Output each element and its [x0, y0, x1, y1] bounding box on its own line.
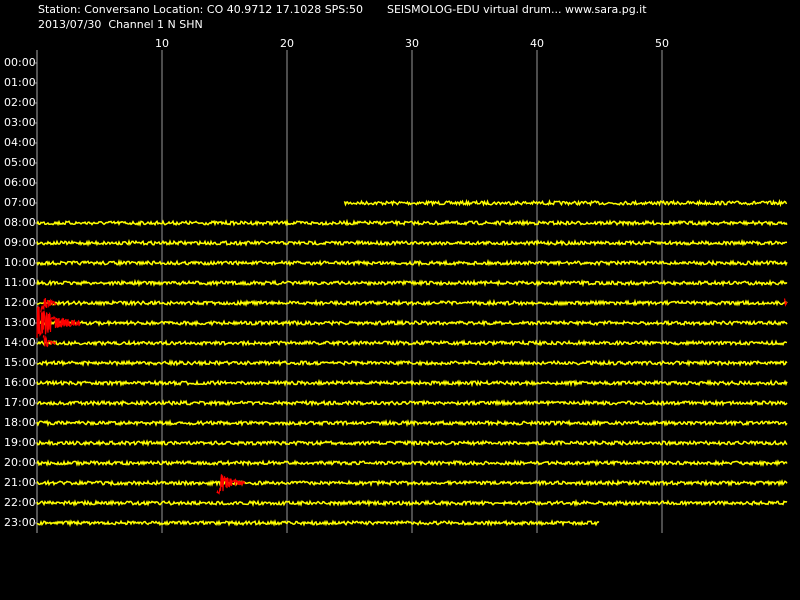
hour-label: 06:00: [4, 176, 36, 189]
hour-label: 14:00: [4, 336, 36, 349]
hour-label: 11:00: [4, 276, 36, 289]
trace: [36, 319, 788, 328]
trace: [36, 398, 788, 408]
hour-label: 10:00: [4, 256, 36, 269]
trace: [36, 378, 788, 388]
hour-label: 15:00: [4, 356, 36, 369]
hour-label: 12:00: [4, 296, 36, 309]
hour-label: 09:00: [4, 236, 36, 249]
event: [42, 335, 56, 348]
hour-label: 23:00: [4, 516, 36, 529]
hour-label: 02:00: [4, 96, 36, 109]
hour-label: 21:00: [4, 476, 36, 489]
trace: [36, 258, 788, 268]
minute-label: 10: [155, 37, 169, 50]
hour-label: 17:00: [4, 396, 36, 409]
hour-label: 00:00: [4, 56, 36, 69]
hour-label: 16:00: [4, 376, 36, 389]
hour-label: 19:00: [4, 436, 36, 449]
minute-label: 20: [280, 37, 294, 50]
hour-label: 05:00: [4, 156, 36, 169]
hour-label: 08:00: [4, 216, 36, 229]
trace: [36, 418, 788, 428]
trace: [36, 298, 788, 307]
date-channel: 2013/07/30 Channel 1 N SHN: [38, 18, 203, 31]
minute-label: 50: [655, 37, 669, 50]
station-info: Station: Conversano Location: CO 40.9712…: [38, 3, 363, 16]
hour-label: 13:00: [4, 316, 36, 329]
trace: [36, 218, 788, 227]
trace: [36, 479, 788, 488]
event: [36, 304, 81, 338]
hour-label: 22:00: [4, 496, 36, 509]
hour-label: 03:00: [4, 116, 36, 129]
trace: [36, 459, 788, 468]
hour-label: 07:00: [4, 196, 36, 209]
event: [783, 298, 788, 307]
hour-label: 04:00: [4, 136, 36, 149]
source-info: SEISMOLOG-EDU virtual drum... www.sara.p…: [387, 3, 647, 16]
trace: [343, 198, 788, 208]
trace: [36, 338, 788, 348]
hour-label: 01:00: [4, 76, 36, 89]
hour-label: 18:00: [4, 416, 36, 429]
event: [216, 474, 246, 495]
trace: [36, 358, 788, 368]
trace: [36, 498, 788, 508]
trace: [36, 238, 788, 247]
minute-label: 40: [530, 37, 544, 50]
trace: [36, 278, 788, 288]
trace: [37, 518, 600, 528]
trace: [36, 439, 788, 447]
minute-label: 30: [405, 37, 419, 50]
event: [40, 297, 58, 313]
hour-label: 20:00: [4, 456, 36, 469]
